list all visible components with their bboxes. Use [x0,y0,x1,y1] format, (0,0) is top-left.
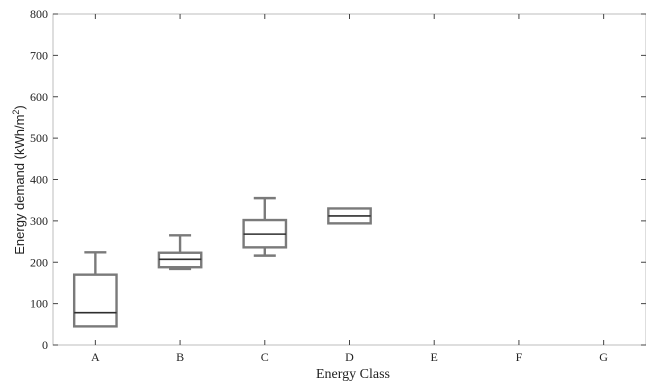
y-axis-title-superscript: 2 [11,110,21,115]
y-tick-label: 400 [30,173,48,187]
x-tick-label: D [345,350,354,364]
iqr-box [72,273,118,328]
boxes-layer [72,196,372,328]
x-axis-title: Energy Class [316,367,390,382]
y-tick-label: 0 [42,338,48,352]
box-a [72,251,118,328]
x-tick-label: B [176,350,184,364]
box-b [157,234,203,271]
x-tick-label: G [599,350,608,364]
x-tick-label: F [516,350,523,364]
box-c [242,196,288,257]
box-d [327,207,372,225]
y-tick-label: 800 [30,7,48,21]
y-tick-label: 700 [30,48,48,62]
y-tick-label: 500 [30,131,48,145]
y-axis-title-main: Energy demand (kWh/m [12,115,27,255]
x-tick-label: A [91,350,100,364]
x-tick-label: E [431,350,438,364]
y-axis: 0 100 200 300 400 500 600 700 800 [30,7,646,352]
y-tick-label: 200 [30,255,48,269]
x-axis: A B C D E F G [91,14,608,364]
x-tick-label: C [261,350,269,364]
y-tick-label: 100 [30,297,48,311]
y-tick-label: 300 [30,214,48,228]
plot-frame [52,13,646,346]
y-axis-title: Energy demand (kWh/m2) [11,105,27,255]
y-axis-title-tail: ) [12,105,27,109]
y-tick-label: 600 [30,90,48,104]
